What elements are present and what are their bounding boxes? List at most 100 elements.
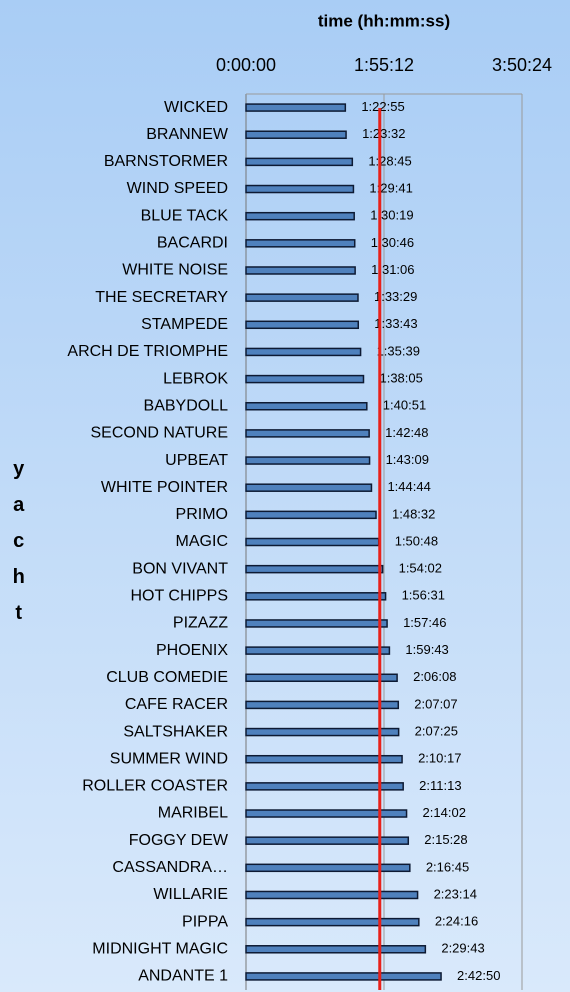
data-label: 1:33:43 — [374, 316, 417, 331]
data-label: 1:42:48 — [385, 425, 428, 440]
data-label: 1:48:32 — [392, 506, 435, 521]
bar — [245, 972, 442, 981]
bar — [245, 863, 411, 873]
bar — [245, 754, 403, 764]
data-label: 1:31:06 — [371, 262, 414, 277]
data-label: 1:50:48 — [395, 533, 438, 548]
y-tick-label: MAGIC — [176, 533, 228, 550]
y-tick-label: BACARDI — [157, 235, 228, 252]
x-axis-title: time (hh:mm:ss) — [318, 11, 450, 30]
y-tick-label: CASSANDRA… — [112, 859, 228, 876]
data-label: 2:42:50 — [457, 968, 500, 983]
bar — [245, 184, 355, 194]
x-tick-label: 1:55:12 — [354, 55, 414, 75]
data-label: 1:35:39 — [377, 343, 420, 358]
y-tick-label: BON VIVANT — [132, 560, 228, 577]
bar — [245, 592, 387, 601]
y-tick-label: WHITE NOISE — [122, 262, 228, 279]
data-label: 1:57:46 — [403, 615, 446, 630]
y-tick-label: WICKED — [164, 99, 228, 116]
y-tick-label: WILLARIE — [153, 886, 228, 903]
bar — [245, 727, 400, 737]
bar — [245, 619, 388, 628]
bar — [245, 510, 377, 520]
y-tick-label: SALTSHAKER — [123, 723, 228, 740]
data-label: 1:33:29 — [374, 289, 417, 304]
bar — [245, 130, 347, 139]
bar — [245, 483, 373, 492]
data-label: 2:10:17 — [418, 751, 461, 766]
bar — [245, 646, 391, 655]
bar — [245, 456, 371, 465]
bar — [245, 266, 356, 275]
bar — [245, 211, 355, 221]
bar — [245, 700, 400, 710]
data-label: 2:24:16 — [435, 914, 478, 929]
data-label: 2:29:43 — [441, 941, 484, 956]
y-tick-label: WHITE POINTER — [101, 479, 228, 496]
data-label: 1:54:02 — [399, 561, 442, 576]
y-tick-label: SUMMER WIND — [110, 750, 228, 767]
bar — [245, 890, 419, 900]
bar — [245, 945, 427, 954]
data-label: 2:07:25 — [415, 723, 458, 738]
y-tick-label: STAMPEDE — [141, 316, 228, 333]
y-tick-label: PRIMO — [176, 506, 228, 523]
bar — [245, 429, 370, 438]
bar — [245, 401, 368, 411]
bar — [245, 836, 410, 845]
y-tick-label: BARNSTORMER — [104, 153, 228, 170]
data-label: 1:30:46 — [371, 235, 414, 250]
data-label: 2:16:45 — [426, 859, 469, 874]
data-label: 1:29:41 — [369, 180, 412, 195]
y-tick-label: THE SECRETARY — [95, 289, 228, 306]
y-tick-label: SECOND NATURE — [91, 425, 229, 442]
y-tick-label: BABYDOLL — [144, 397, 229, 414]
data-label: 1:44:44 — [387, 479, 430, 494]
data-label: 2:14:02 — [423, 805, 466, 820]
data-label: 1:40:51 — [383, 398, 426, 413]
bar — [245, 320, 360, 330]
data-label: 1:30:19 — [370, 208, 413, 223]
y-tick-label: FOGGY DEW — [129, 832, 229, 849]
y-tick-label: HOT CHIPPS — [131, 588, 229, 605]
y-tick-label: PHOENIX — [156, 642, 228, 659]
bar — [245, 537, 380, 547]
bar — [245, 347, 362, 357]
data-label: 1:43:09 — [386, 452, 429, 467]
bar — [245, 809, 408, 818]
bar — [245, 239, 356, 248]
data-label: 1:22:55 — [361, 99, 404, 114]
y-tick-label: ARCH DE TRIOMPHE — [67, 343, 228, 360]
y-tick-label: PIZAZZ — [173, 615, 228, 632]
data-label: 1:38:05 — [379, 371, 422, 386]
y-tick-label: PIPPA — [182, 913, 228, 930]
data-label: 2:07:07 — [414, 696, 457, 711]
y-tick-label: BLUE TACK — [141, 207, 229, 224]
y-tick-label: UPBEAT — [165, 452, 228, 469]
bar — [245, 917, 420, 927]
data-label: 1:23:32 — [362, 126, 405, 141]
data-label: 2:06:08 — [413, 669, 456, 684]
x-tick-label: 0:00:00 — [216, 55, 276, 75]
data-label: 1:28:45 — [368, 153, 411, 168]
bar — [245, 673, 398, 683]
x-tick-label: 3:50:24 — [492, 55, 552, 75]
bar — [245, 293, 359, 302]
data-label: 1:56:31 — [402, 588, 445, 603]
bar — [245, 782, 404, 791]
y-tick-label: WIND SPEED — [127, 180, 228, 197]
y-tick-label: MIDNIGHT MAGIC — [92, 940, 228, 957]
bar — [245, 564, 384, 574]
bar — [245, 103, 347, 112]
y-axis-title: yacht — [8, 458, 30, 638]
y-tick-label: MARIBEL — [158, 805, 228, 822]
data-label: 2:23:14 — [434, 886, 477, 901]
y-tick-label: BRANNEW — [146, 126, 229, 143]
y-tick-label: CLUB COMEDIE — [106, 669, 228, 686]
data-label: 1:59:43 — [405, 642, 448, 657]
bar — [245, 157, 354, 167]
y-tick-label: ANDANTE 1 — [138, 968, 228, 985]
data-label: 2:11:13 — [419, 778, 461, 793]
